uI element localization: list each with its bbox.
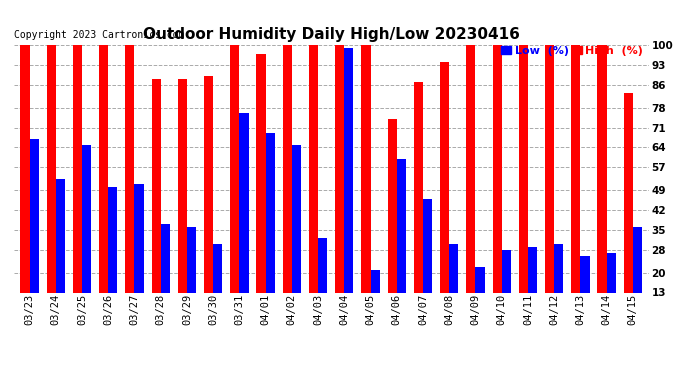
Bar xyxy=(598,45,607,330)
Bar xyxy=(187,227,196,330)
Bar xyxy=(519,45,528,330)
Bar xyxy=(239,113,248,330)
Bar xyxy=(292,145,301,330)
Bar xyxy=(56,179,65,330)
Bar xyxy=(571,45,580,330)
Bar xyxy=(344,48,353,330)
Bar xyxy=(397,159,406,330)
Bar xyxy=(414,82,423,330)
Text: Copyright 2023 Cartronics.com: Copyright 2023 Cartronics.com xyxy=(14,30,184,40)
Bar xyxy=(362,45,371,330)
Bar xyxy=(580,255,589,330)
Bar xyxy=(318,238,327,330)
Bar xyxy=(423,199,432,330)
Bar xyxy=(502,250,511,330)
Bar xyxy=(21,45,30,330)
Bar xyxy=(449,244,458,330)
Bar xyxy=(607,253,615,330)
Bar xyxy=(388,119,397,330)
Bar xyxy=(161,224,170,330)
Bar xyxy=(309,45,318,330)
Bar xyxy=(266,133,275,330)
Legend: Low  (%), High  (%): Low (%), High (%) xyxy=(501,46,643,56)
Bar xyxy=(230,45,239,330)
Bar xyxy=(30,139,39,330)
Bar xyxy=(283,45,292,330)
Bar xyxy=(257,54,266,330)
Bar xyxy=(178,79,187,330)
Bar xyxy=(371,270,380,330)
Bar xyxy=(47,45,56,330)
Bar xyxy=(475,267,484,330)
Bar xyxy=(493,45,502,330)
Bar xyxy=(545,45,554,330)
Bar xyxy=(213,244,222,330)
Bar xyxy=(204,76,213,330)
Bar xyxy=(528,247,537,330)
Bar xyxy=(108,187,117,330)
Bar xyxy=(624,93,633,330)
Bar xyxy=(135,184,144,330)
Bar xyxy=(82,145,91,330)
Bar xyxy=(99,45,108,330)
Title: Outdoor Humidity Daily High/Low 20230416: Outdoor Humidity Daily High/Low 20230416 xyxy=(143,27,520,42)
Bar xyxy=(335,45,344,330)
Bar xyxy=(73,45,82,330)
Bar xyxy=(440,62,449,330)
Bar xyxy=(554,244,563,330)
Bar xyxy=(152,79,161,330)
Bar xyxy=(633,227,642,330)
Bar xyxy=(126,45,135,330)
Bar xyxy=(466,45,475,330)
